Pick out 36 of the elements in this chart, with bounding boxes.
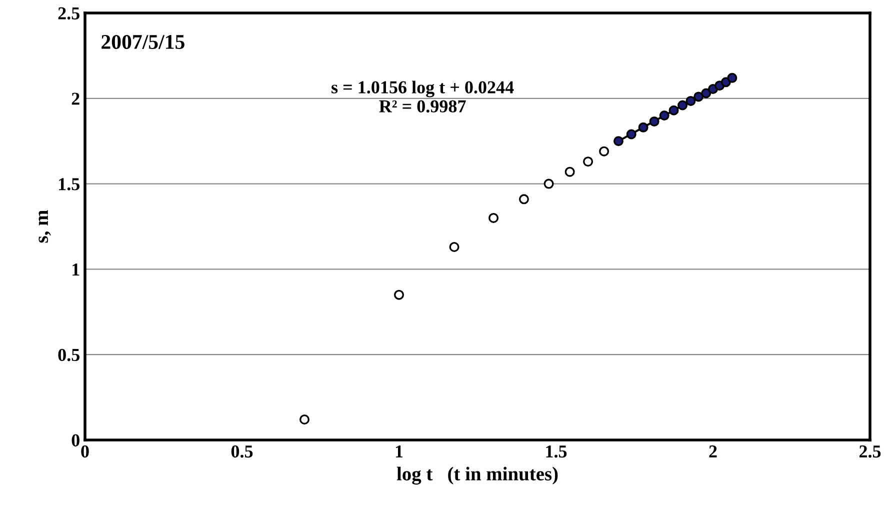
y-tick-label: 0.5 (58, 348, 80, 362)
y-tick-label: 2 (72, 92, 80, 105)
y-tick-label: 1.5 (59, 178, 80, 190)
annotation: s = 1.0156 log t + 0.0244 R² = 0.9987 (332, 80, 514, 113)
point (638, 122, 648, 132)
y-tick-label: 1 (72, 264, 80, 276)
point (668, 105, 679, 116)
point (299, 414, 310, 425)
point (686, 96, 696, 106)
point (488, 212, 499, 223)
y-tick-label: 0 (72, 434, 80, 446)
annotation: 2007/5/15 (102, 34, 184, 50)
x-tick-label: 0.5 (231, 445, 253, 458)
x-tick-label: 0 (81, 445, 89, 458)
point (449, 242, 460, 252)
point (544, 178, 554, 189)
point (518, 194, 529, 204)
point (626, 129, 636, 140)
point (678, 100, 688, 110)
point (599, 146, 610, 156)
x-tick-label: 2 (709, 445, 717, 458)
point (613, 136, 624, 146)
y-axis-title: s, m (38, 210, 51, 243)
point (701, 88, 712, 98)
point (649, 116, 660, 126)
x-axis-title: log t (t in minutes) (396, 466, 558, 485)
x-tick-label: 2.5 (859, 445, 881, 458)
point (659, 110, 670, 120)
point (727, 72, 738, 83)
y-tick-label: 2.5 (58, 7, 80, 20)
point (583, 156, 594, 167)
point (564, 166, 575, 177)
point (394, 290, 404, 300)
x-tick-label: 1.5 (546, 445, 567, 458)
point (694, 92, 704, 102)
x-tick-label: 1 (396, 445, 403, 458)
